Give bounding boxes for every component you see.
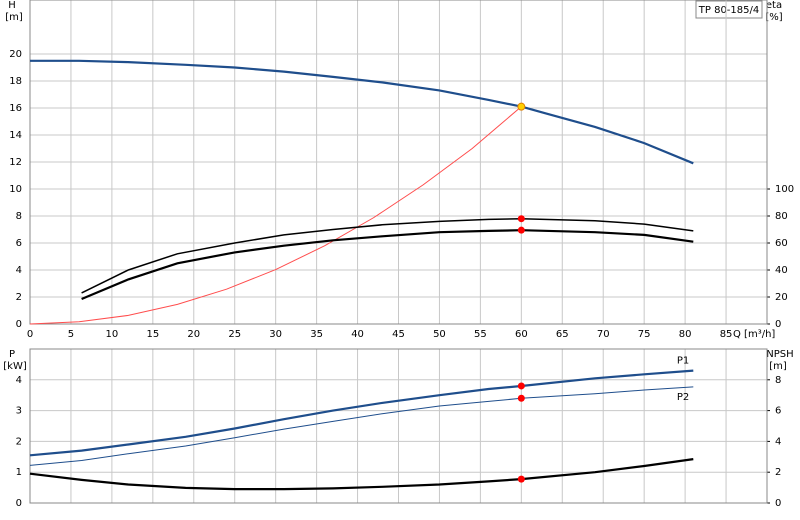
y2-tick-label: 2 xyxy=(775,467,781,478)
x-tick-label: 5 xyxy=(68,329,74,340)
plot-frame xyxy=(29,0,768,325)
operating-point xyxy=(517,226,525,234)
y-tick-label: 2 xyxy=(16,436,22,447)
y-tick-label: 1 xyxy=(16,467,22,478)
x-tick-label: 40 xyxy=(351,329,364,340)
x-tick-label: 75 xyxy=(638,329,651,340)
y2-tick-label: 6 xyxy=(775,406,781,417)
chart-title: TP 80-185/4 xyxy=(698,5,759,16)
plot-frame xyxy=(29,348,768,504)
y-tick-label: 8 xyxy=(16,211,22,222)
x-tick-label: 80 xyxy=(679,329,692,340)
x-label: Q [m³/h] xyxy=(733,329,775,340)
y2-tick-label: 8 xyxy=(775,375,781,386)
x-tick-label: 45 xyxy=(392,329,405,340)
x-tick-label: 0 xyxy=(27,329,33,340)
curve xyxy=(81,229,694,301)
y2-label: eta xyxy=(766,0,782,11)
y-tick-label: 0 xyxy=(16,498,22,509)
y-tick-label: 4 xyxy=(16,265,22,276)
y-label: H xyxy=(8,0,16,11)
y2-tick-label: 0 xyxy=(775,498,781,509)
x-tick-label: 70 xyxy=(597,329,610,340)
x-tick-label: 50 xyxy=(433,329,446,340)
y-tick-label: 6 xyxy=(16,238,22,249)
operating-point xyxy=(517,382,525,390)
x-tick-label: 20 xyxy=(187,329,200,340)
y2-unit: [m] xyxy=(769,361,787,372)
x-tick-label: 35 xyxy=(310,329,323,340)
y2-tick-label: 100 xyxy=(775,184,794,195)
y-tick-label: 20 xyxy=(9,49,22,60)
y-tick-label: 16 xyxy=(9,103,22,114)
y-tick-label: 0 xyxy=(16,319,22,330)
y2-tick-label: 0 xyxy=(775,319,781,330)
y-tick-label: 12 xyxy=(9,157,22,168)
operating-point xyxy=(517,394,525,402)
x-tick-label: 30 xyxy=(269,329,282,340)
y2-tick-label: 60 xyxy=(775,238,788,249)
y-tick-label: 18 xyxy=(9,76,22,87)
y-tick-label: 14 xyxy=(9,130,22,141)
y-tick-label: 3 xyxy=(16,406,22,417)
y2-tick-label: 40 xyxy=(775,265,788,276)
x-tick-label: 15 xyxy=(146,329,159,340)
y2-label: NPSH xyxy=(766,349,793,360)
operating-point xyxy=(517,475,525,483)
x-tick-label: 65 xyxy=(556,329,569,340)
curve xyxy=(29,458,694,491)
y-label: P xyxy=(9,349,15,360)
x-tick-label: 85 xyxy=(720,329,733,340)
y-unit: [kW] xyxy=(3,361,27,372)
x-tick-label: 10 xyxy=(106,329,119,340)
curve xyxy=(30,59,694,165)
title-box xyxy=(695,0,763,19)
y-tick-label: 2 xyxy=(16,292,22,303)
x-tick-label: 25 xyxy=(228,329,241,340)
y2-tick-label: 80 xyxy=(775,211,788,222)
operating-point xyxy=(517,215,525,223)
curve-label: P2 xyxy=(677,392,689,403)
curve-label: P1 xyxy=(677,356,689,367)
curve xyxy=(29,386,694,466)
operating-point xyxy=(517,102,526,111)
y-unit: [m] xyxy=(5,12,23,23)
curve xyxy=(29,106,522,325)
y2-tick-label: 20 xyxy=(775,292,788,303)
x-tick-label: 55 xyxy=(474,329,487,340)
y2-tick-label: 4 xyxy=(775,436,781,447)
x-tick-label: 60 xyxy=(515,329,528,340)
curve xyxy=(29,369,694,457)
y-tick-label: 10 xyxy=(9,184,22,195)
y2-unit: [%] xyxy=(765,12,782,23)
y-tick-label: 4 xyxy=(16,375,22,386)
curve xyxy=(81,217,694,294)
